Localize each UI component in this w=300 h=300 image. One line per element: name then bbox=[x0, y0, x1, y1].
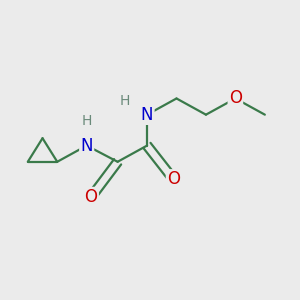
Text: O: O bbox=[229, 89, 242, 107]
Text: N: N bbox=[80, 136, 93, 154]
Text: O: O bbox=[167, 170, 180, 188]
Text: O: O bbox=[85, 188, 98, 206]
Text: H: H bbox=[120, 94, 130, 108]
Text: H: H bbox=[82, 114, 92, 128]
Text: N: N bbox=[141, 106, 153, 124]
